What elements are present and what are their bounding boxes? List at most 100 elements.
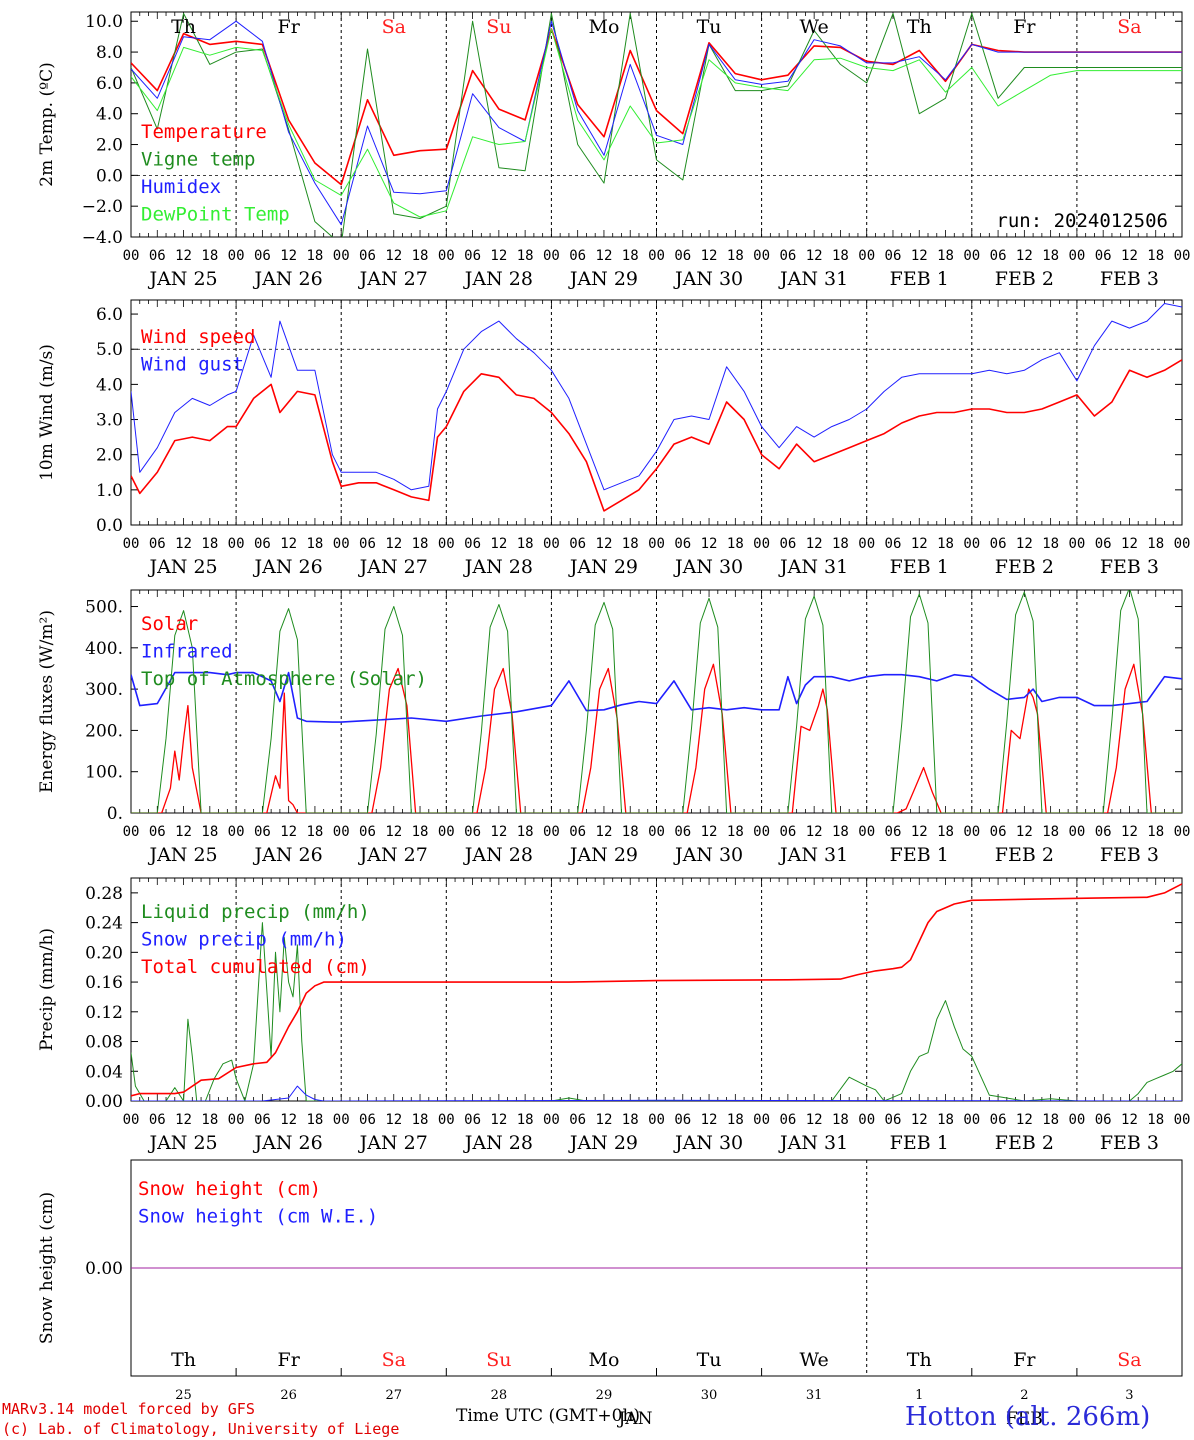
hour-label: 12 — [701, 1112, 718, 1128]
y-axis-label: Energy fluxes (W/m²) — [37, 610, 57, 793]
hour-label: 06 — [464, 824, 481, 840]
y-tick-label: 4.0 — [96, 105, 123, 125]
y-axis-label: 10m Wind (m/s) — [37, 344, 57, 481]
hour-label: 06 — [1095, 824, 1112, 840]
hour-label: 12 — [490, 824, 507, 840]
weekday-label: Th — [907, 16, 932, 38]
hour-label: 12 — [911, 1112, 928, 1128]
hour-label: 06 — [149, 536, 166, 552]
y-tick-label: 6.0 — [96, 74, 123, 94]
weekday-label: Fr — [278, 16, 301, 38]
series-line-top-of-atmosphere-solar- — [131, 590, 1182, 813]
hour-label: 06 — [569, 1112, 586, 1128]
hour-label: 00 — [648, 536, 665, 552]
weekday-label: Fr — [278, 1349, 301, 1371]
series-line-humidex — [131, 20, 1182, 226]
hour-label: 12 — [385, 1112, 402, 1128]
y-tick-label: 0.12 — [85, 1003, 123, 1023]
panel-wind: 0.0 1.0 2.0 3.0 4.0 5.0 6.0 10m Wind (m/s) Wind … — [37, 299, 1191, 578]
hour-label: 00 — [543, 1112, 560, 1128]
date-label: JAN 28 — [463, 268, 533, 290]
date-label: FEB 1 — [890, 268, 949, 290]
series-line-snow-precip-mm-h- — [131, 1085, 1182, 1101]
hour-label: 00 — [1174, 1112, 1191, 1128]
hour-label: 18 — [517, 248, 534, 264]
hour-label: 06 — [990, 1112, 1007, 1128]
hour-label: 00 — [228, 1112, 245, 1128]
hour-label: 18 — [832, 248, 849, 264]
legend-entry: Total cumulated (cm) — [141, 956, 370, 978]
weekday-label: Sa — [1117, 16, 1141, 38]
day-number-label: 2 — [1020, 1388, 1028, 1403]
hour-label: 06 — [674, 824, 691, 840]
hour-label: 06 — [885, 536, 902, 552]
date-label: JAN 30 — [673, 844, 743, 866]
date-label: FEB 3 — [1100, 556, 1159, 578]
hour-label: 00 — [123, 536, 140, 552]
hour-label: 00 — [1174, 536, 1191, 552]
y-tick-label: 5.0 — [96, 340, 123, 360]
hour-label: 00 — [228, 248, 245, 264]
hour-label: 00 — [1068, 824, 1085, 840]
series-line-temperature — [131, 28, 1182, 186]
panel-energy: 0. 100. 200. 300. 400. 500. Energy fluxes (W/m… — [37, 589, 1190, 866]
hour-label: 12 — [596, 248, 613, 264]
hour-label: 00 — [648, 1112, 665, 1128]
y-tick-label: 400. — [85, 639, 123, 659]
series-group — [131, 883, 1182, 1101]
hour-label: 06 — [359, 824, 376, 840]
hour-label: 00 — [1068, 1112, 1085, 1128]
weekday-label: Mo — [588, 16, 619, 38]
date-label: FEB 3 — [1100, 268, 1159, 290]
hour-label: 18 — [1042, 824, 1059, 840]
hour-label: 18 — [622, 248, 639, 264]
hour-label: 18 — [306, 824, 323, 840]
plot-frame — [130, 589, 1183, 814]
y-tick-label: 0. — [107, 804, 123, 824]
hour-label: 00 — [1174, 248, 1191, 264]
hour-label: 12 — [175, 824, 192, 840]
y-tick-label: 10.0 — [85, 12, 123, 32]
y-tick-label: 2.0 — [96, 136, 123, 156]
hour-label: 00 — [858, 248, 875, 264]
date-label: JAN 28 — [463, 1132, 533, 1154]
date-label: FEB 1 — [890, 1132, 949, 1154]
day-number-label: 29 — [596, 1388, 613, 1403]
day-number-label: 31 — [806, 1388, 823, 1403]
hour-label: 18 — [412, 536, 429, 552]
hour-label: 18 — [1147, 824, 1164, 840]
y-tick-label: 0.04 — [85, 1062, 123, 1082]
hour-label: 06 — [569, 824, 586, 840]
run-label: run: 2024012506 — [996, 210, 1168, 232]
legend-entry: Top of Atmosphere (Solar) — [141, 668, 427, 690]
panel-precip: 0.00 0.04 0.08 0.12 0.16 0.20 0.24 0.28 Precip (… — [37, 877, 1191, 1154]
hour-label: 06 — [569, 536, 586, 552]
date-label: JAN 29 — [568, 268, 638, 290]
y-tick-label: 0.28 — [85, 884, 123, 904]
hour-label: 06 — [254, 824, 271, 840]
legend-entry: Solar — [141, 613, 198, 635]
hour-label: 12 — [701, 536, 718, 552]
hour-label: 12 — [806, 248, 823, 264]
date-label: JAN 26 — [253, 556, 323, 578]
weekday-label: Fr — [1013, 16, 1036, 38]
hour-label: 18 — [412, 1112, 429, 1128]
date-label: JAN 27 — [358, 1132, 428, 1154]
date-label: JAN 31 — [778, 556, 848, 578]
hour-label: 12 — [1121, 824, 1138, 840]
y-axis-label: Snow height (cm) — [37, 1192, 57, 1344]
hour-label: 18 — [937, 248, 954, 264]
hour-label: 12 — [1121, 536, 1138, 552]
lab-credit: (c) Lab. of Climatology, University of L… — [2, 1420, 400, 1438]
hour-label: 18 — [1147, 248, 1164, 264]
hour-label: 18 — [1042, 248, 1059, 264]
hour-label: 00 — [963, 536, 980, 552]
day-number-label: 30 — [701, 1388, 718, 1403]
hour-label: 06 — [779, 1112, 796, 1128]
date-label: FEB 2 — [995, 268, 1054, 290]
station-name: Hotton (alt. 266m) — [905, 1402, 1151, 1432]
y-tick-label: 2.0 — [96, 446, 123, 466]
hour-label: 18 — [306, 248, 323, 264]
hour-label: 00 — [333, 248, 350, 264]
date-label: JAN 27 — [358, 556, 428, 578]
